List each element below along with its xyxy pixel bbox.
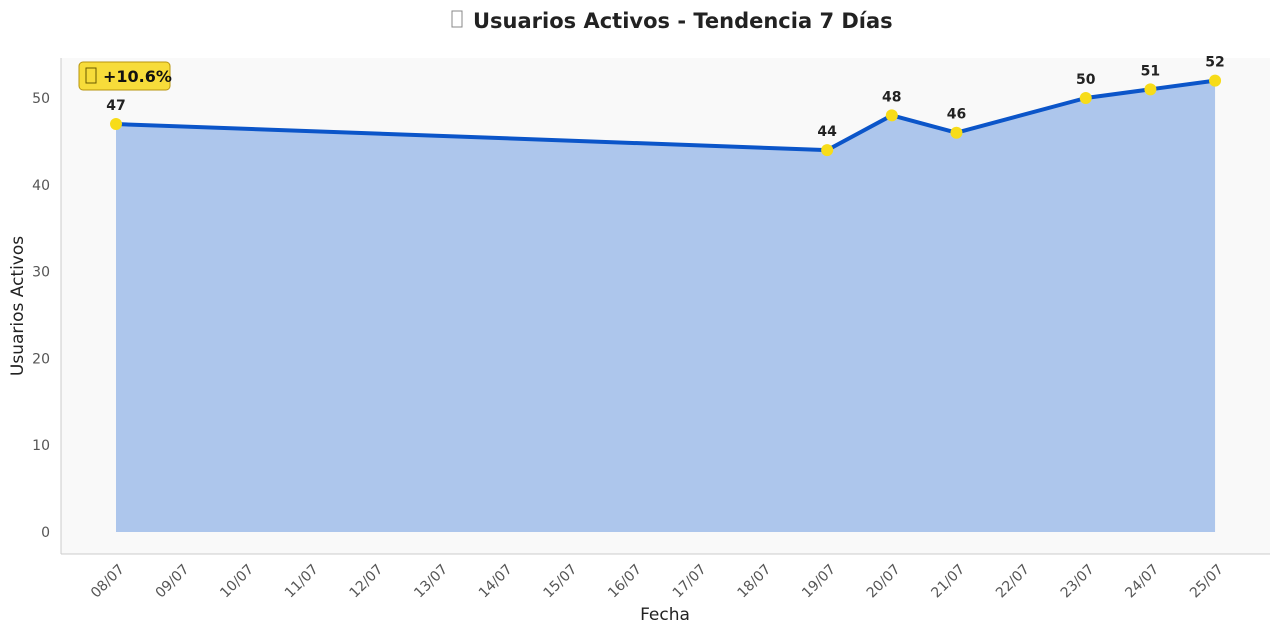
y-tick-label: 30 xyxy=(32,265,50,281)
x-tick-label: 20/07 xyxy=(864,562,904,602)
x-tick-label: 23/07 xyxy=(1058,562,1098,602)
y-tick-label: 40 xyxy=(32,178,50,194)
x-tick-label: 21/07 xyxy=(928,562,968,602)
data-point xyxy=(1209,74,1222,87)
x-tick-label: 08/07 xyxy=(88,562,128,602)
x-tick-label: 22/07 xyxy=(993,562,1033,602)
y-tick-label: 0 xyxy=(41,525,50,541)
y-tick-label: 50 xyxy=(32,91,50,107)
data-label: 47 xyxy=(106,98,125,114)
x-axis-label: Fecha xyxy=(640,605,690,625)
y-tick-label: 20 xyxy=(32,351,50,367)
data-point xyxy=(885,109,898,122)
area-fill xyxy=(116,80,1216,532)
x-tick-labels: 08/07 09/07 10/07 11/07 12/07 13/07 14/07 15/07… xyxy=(88,562,1227,602)
data-point xyxy=(950,126,963,139)
x-tick-label: 16/07 xyxy=(605,562,645,602)
marker-layer xyxy=(110,74,1222,157)
chart-title: Usuarios Activos - Tendencia 7 Días xyxy=(451,9,893,33)
data-label: 50 xyxy=(1076,72,1096,88)
data-label: 51 xyxy=(1141,63,1160,79)
x-tick-label: 24/07 xyxy=(1122,562,1162,602)
area-layer xyxy=(116,80,1216,532)
data-point xyxy=(110,118,122,131)
x-tick-label: 10/07 xyxy=(217,562,257,602)
chart-icon xyxy=(451,10,463,28)
y-axis-label: Usuarios Activos xyxy=(8,236,28,376)
x-tick-label: 15/07 xyxy=(541,562,581,602)
trend-up-icon xyxy=(85,67,97,84)
x-tick-label: 11/07 xyxy=(282,562,322,602)
change-badge-box xyxy=(78,61,171,91)
chart-title-text: Usuarios Activos - Tendencia 7 Días xyxy=(473,9,893,33)
data-point xyxy=(1079,92,1092,104)
data-label: 44 xyxy=(817,124,837,140)
x-tick-label: 14/07 xyxy=(476,562,516,602)
x-tick-label: 13/07 xyxy=(411,562,451,602)
x-tick-label: 18/07 xyxy=(734,562,774,602)
data-label: 52 xyxy=(1205,55,1224,71)
x-tick-label: 25/07 xyxy=(1187,562,1227,602)
x-tick-label: 09/07 xyxy=(153,562,193,602)
y-tick-labels: 0 10 20 30 40 50 xyxy=(32,91,50,541)
y-tick-label: 10 xyxy=(32,438,50,454)
x-tick-label: 12/07 xyxy=(347,562,387,602)
x-tick-label: 17/07 xyxy=(670,562,710,602)
x-tick-label: 19/07 xyxy=(799,562,839,602)
data-point xyxy=(821,144,834,157)
label-layer: 47 44 48 46 50 51 52 xyxy=(106,55,1225,140)
data-point xyxy=(1144,83,1157,96)
data-label: 46 xyxy=(947,107,966,123)
change-badge: +10.6% xyxy=(78,61,172,91)
data-label: 48 xyxy=(882,89,901,105)
change-badge-text: +10.6% xyxy=(103,67,172,86)
